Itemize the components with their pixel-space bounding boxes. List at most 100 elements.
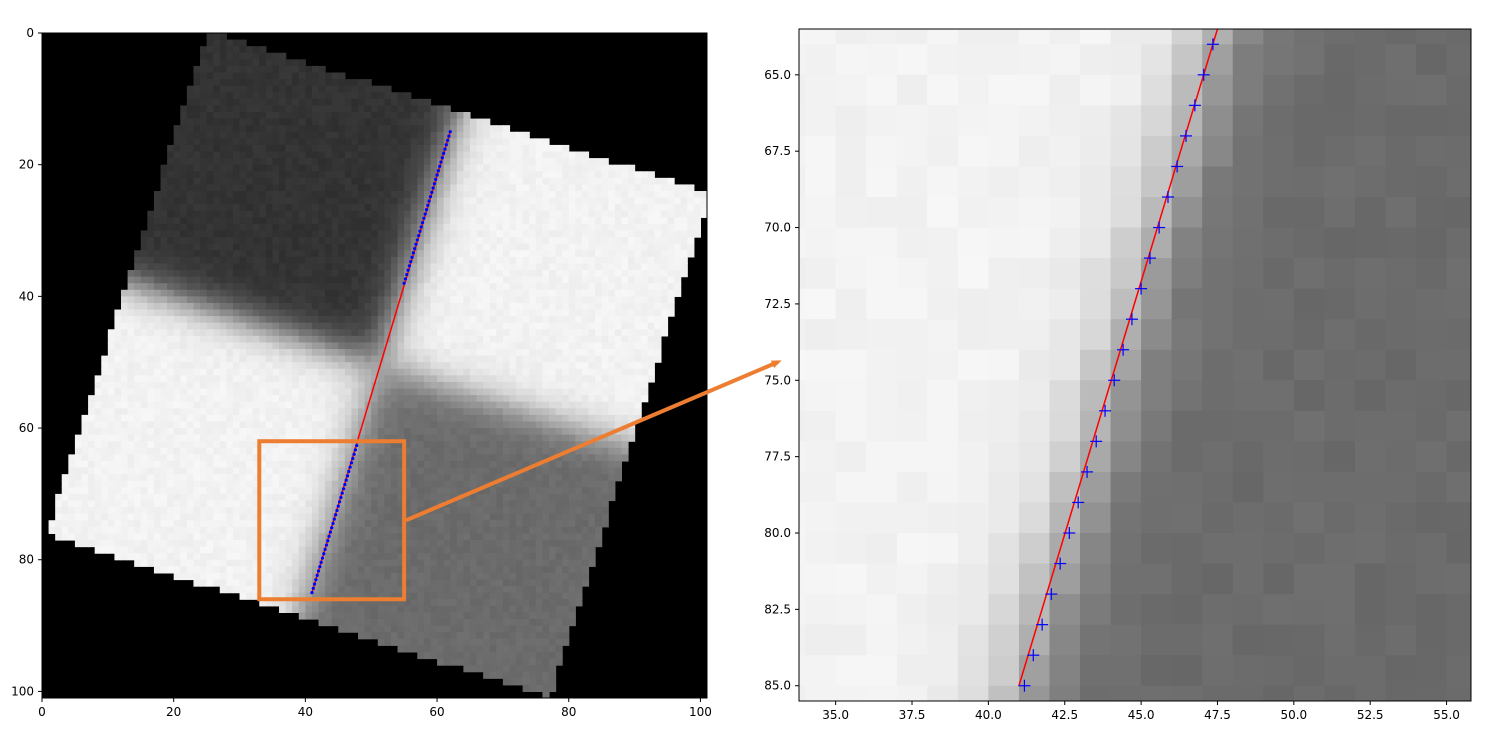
left-image-pixel [496, 302, 504, 311]
left-image-pixel [351, 276, 359, 284]
left-image-pixel [325, 151, 333, 159]
left-image-pixel [627, 428, 636, 436]
left-image-pixel [384, 263, 392, 271]
left-image-pixel [226, 210, 234, 218]
left-image-pixel [246, 309, 254, 317]
left-image-pixel [325, 408, 333, 416]
left-image-pixel [423, 138, 432, 146]
left-image-pixel [305, 395, 313, 403]
left-image-pixel [246, 414, 254, 423]
left-image-pixel [213, 118, 221, 126]
left-image-pixel [219, 493, 227, 502]
left-image-pixel [344, 250, 353, 258]
left-image-pixel [74, 460, 83, 469]
left-image-pixel [279, 401, 287, 409]
left-image-pixel [331, 316, 339, 324]
left-image-pixel [200, 105, 208, 113]
left-image-pixel [430, 487, 438, 495]
left-image-pixel [687, 230, 695, 238]
left-image-pixel [456, 342, 464, 350]
left-image-pixel [213, 454, 221, 462]
left-image-pixel [588, 355, 596, 363]
left-image-pixel [272, 342, 280, 350]
left-image-pixel [377, 131, 385, 139]
left-image-pixel [213, 441, 221, 449]
left-image-pixel [364, 296, 372, 304]
left-image-pixel [595, 362, 603, 370]
left-image-pixel [489, 421, 497, 429]
left-image-pixel [575, 375, 583, 383]
left-image-pixel [437, 441, 445, 449]
left-image-pixel [516, 487, 524, 495]
left-image-pixel [496, 144, 504, 153]
left-image-pixel [562, 421, 570, 429]
left-image-pixel [364, 467, 372, 475]
left-image-pixel [206, 460, 214, 469]
left-image-pixel [377, 237, 385, 245]
left-image-pixel [206, 408, 214, 416]
left-image-pixel [114, 460, 122, 469]
left-image-pixel [272, 493, 280, 502]
left-image-pixel [390, 158, 399, 166]
left-image-pixel [206, 171, 214, 179]
left-image-pixel [417, 197, 425, 205]
left-image-pixel [305, 204, 313, 212]
left-image-pixel [509, 480, 517, 488]
left-image-pixel [581, 204, 590, 212]
left-image-pixel [371, 158, 379, 166]
left-image-pixel [390, 362, 399, 370]
left-image-pixel [562, 493, 570, 502]
left-image-pixel [285, 65, 293, 74]
left-image-pixel [94, 493, 102, 502]
left-image-pixel [147, 223, 155, 232]
left-image-pixel [437, 138, 445, 146]
left-image-pixel [285, 177, 293, 186]
left-image-pixel [641, 362, 649, 370]
left-image-pixel [496, 493, 504, 502]
left-image-pixel [423, 276, 432, 284]
left-image-pixel [246, 322, 254, 330]
left-image-pixel [417, 401, 425, 409]
left-image-pixel [371, 349, 379, 357]
left-image-pixel [608, 335, 616, 344]
left-image-pixel [364, 493, 372, 502]
left-image-pixel [390, 263, 399, 271]
left-image-pixel [581, 316, 590, 324]
left-image-pixel [107, 408, 116, 416]
left-image-pixel [634, 283, 642, 291]
left-image-pixel [259, 250, 267, 258]
left-image-pixel [581, 177, 590, 186]
left-image-pixel [496, 131, 504, 139]
left-image-pixel [167, 388, 175, 396]
left-image-pixel [555, 151, 563, 159]
left-image-pixel [621, 237, 629, 245]
left-image-pixel [581, 454, 590, 462]
left-image-pixel [509, 349, 517, 357]
left-image-pixel [516, 434, 524, 442]
left-image-pixel [160, 210, 168, 218]
left-image-pixel [476, 289, 484, 297]
left-image-pixel [489, 329, 497, 337]
left-image-pixel [219, 98, 227, 107]
left-image-pixel [390, 171, 399, 179]
left-image-pixel [516, 283, 524, 291]
left-image-pixel [153, 223, 162, 232]
left-image-pixel [377, 98, 385, 107]
left-image-pixel [410, 237, 418, 245]
left-image-pixel [443, 184, 451, 192]
left-image-pixel [298, 401, 306, 409]
left-image-pixel [298, 98, 306, 107]
left-image-pixel [140, 408, 148, 416]
left-image-pixel [483, 454, 491, 462]
left-image-pixel [562, 474, 570, 482]
left-image-pixel [522, 322, 530, 330]
left-image-pixel [437, 302, 445, 311]
left-image-pixel [456, 197, 464, 205]
left-image-pixel [496, 414, 504, 423]
left-image-pixel [298, 368, 306, 376]
left-image-pixel [423, 296, 432, 304]
left-image-pixel [167, 164, 175, 172]
left-image-pixel [595, 158, 603, 166]
left-image-pixel [338, 296, 346, 304]
left-image-pixel [246, 177, 254, 186]
